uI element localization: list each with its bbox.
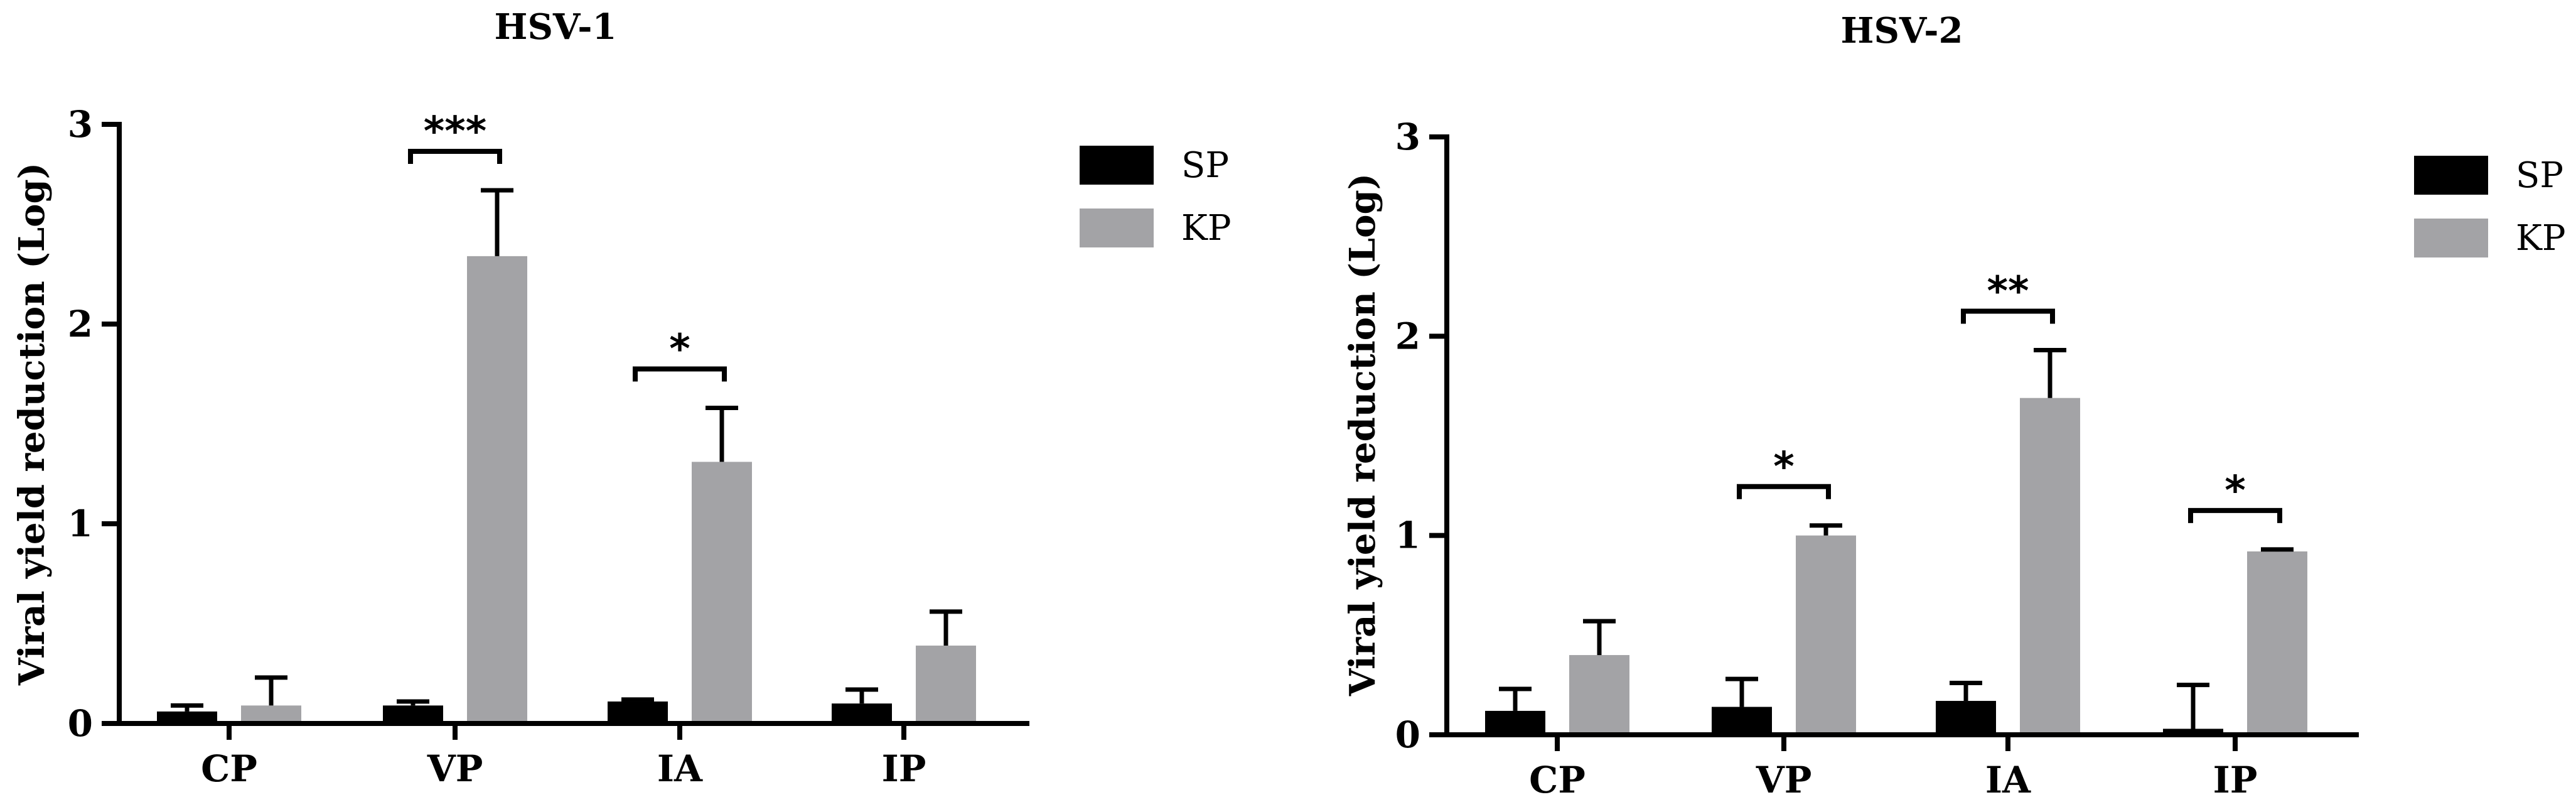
bar-kp-cp xyxy=(241,705,301,723)
bar-kp-vp xyxy=(1796,535,1856,735)
bar-sp-ip xyxy=(2163,728,2223,735)
y-tick-label: 1 xyxy=(1395,514,1420,557)
legend: SP KP xyxy=(1080,145,1232,249)
chart-title: HSV-1 xyxy=(495,6,617,48)
significance-bracket-vp xyxy=(408,148,502,164)
legend-swatch-kp xyxy=(2414,219,2488,257)
bar-kp-cp xyxy=(1569,655,1629,735)
bar-sp-ia xyxy=(1936,701,1996,735)
y-axis-label: Viral yield reduction (Log) xyxy=(11,163,53,686)
x-tick-label-vp: VP xyxy=(427,747,483,790)
bar-kp-ip xyxy=(916,645,976,723)
bar-kp-ia xyxy=(2020,398,2080,735)
y-tick-label: 3 xyxy=(68,103,93,146)
significance-bracket-ip xyxy=(2188,507,2282,523)
x-tick-label-ip: IP xyxy=(2213,759,2258,801)
chart-panel-hsv-2: HSV-2 Viral yield reduction (Log) **** 0… xyxy=(1342,10,2566,801)
legend-label-kp: KP xyxy=(1181,208,1232,249)
legend-label-kp: KP xyxy=(2516,218,2566,259)
significance-label-vp: * xyxy=(1773,444,1794,490)
significance-label-ia: * xyxy=(669,327,690,373)
bar-sp-ip xyxy=(832,703,892,723)
significance-bracket-vp xyxy=(1737,484,1831,499)
legend-swatch-sp xyxy=(1080,146,1154,185)
bar-sp-cp xyxy=(1485,710,1545,735)
significance-bracket-ia xyxy=(1961,308,2055,324)
chart-title: HSV-2 xyxy=(1841,10,1963,51)
x-tick-label-ip: IP xyxy=(882,747,926,790)
axes: 0 1 2 3 CP VP IA IP xyxy=(1395,116,2359,801)
bar-group: **** xyxy=(1485,269,2307,735)
bar-sp-vp xyxy=(1712,707,1772,735)
legend-label-sp: SP xyxy=(1181,145,1229,186)
bar-group: **** xyxy=(157,109,976,723)
legend-swatch-kp xyxy=(1080,209,1154,247)
y-tick-label: 2 xyxy=(1395,315,1420,357)
significance-bracket-ia xyxy=(633,366,727,382)
significance-label-ia: ** xyxy=(1987,269,2029,315)
significance-label-ip: * xyxy=(2224,468,2245,514)
bar-kp-vp xyxy=(467,256,527,723)
significance-label-vp: *** xyxy=(424,109,486,155)
y-tick-label: 2 xyxy=(68,303,93,345)
y-tick-label: 0 xyxy=(68,702,93,745)
x-tick-label-vp: VP xyxy=(1756,759,1812,801)
legend-swatch-sp xyxy=(2414,156,2488,195)
y-tick-label: 0 xyxy=(1395,713,1420,756)
bar-sp-ia xyxy=(608,701,668,723)
axes: 0 1 2 3 CP VP IA IP xyxy=(68,103,1029,790)
x-tick-label-ia: IA xyxy=(657,747,703,790)
y-axis-label: Viral yield reduction (Log) xyxy=(1342,173,1383,696)
x-tick-label-ia: IA xyxy=(1985,759,2031,801)
legend: SP KP xyxy=(2414,155,2566,259)
x-tick-label-cp: CP xyxy=(1529,759,1586,801)
bar-sp-cp xyxy=(157,711,217,723)
legend-label-sp: SP xyxy=(2516,155,2563,196)
bar-sp-vp xyxy=(383,705,443,723)
x-tick-label-cp: CP xyxy=(201,747,257,790)
y-tick-label: 1 xyxy=(68,502,93,545)
chart-panel-hsv-1: HSV-1 Viral yield reduction (Log) **** 0… xyxy=(11,6,1232,790)
bar-kp-ia xyxy=(692,462,752,723)
bar-kp-ip xyxy=(2247,551,2307,735)
y-tick-label: 3 xyxy=(1395,116,1420,158)
